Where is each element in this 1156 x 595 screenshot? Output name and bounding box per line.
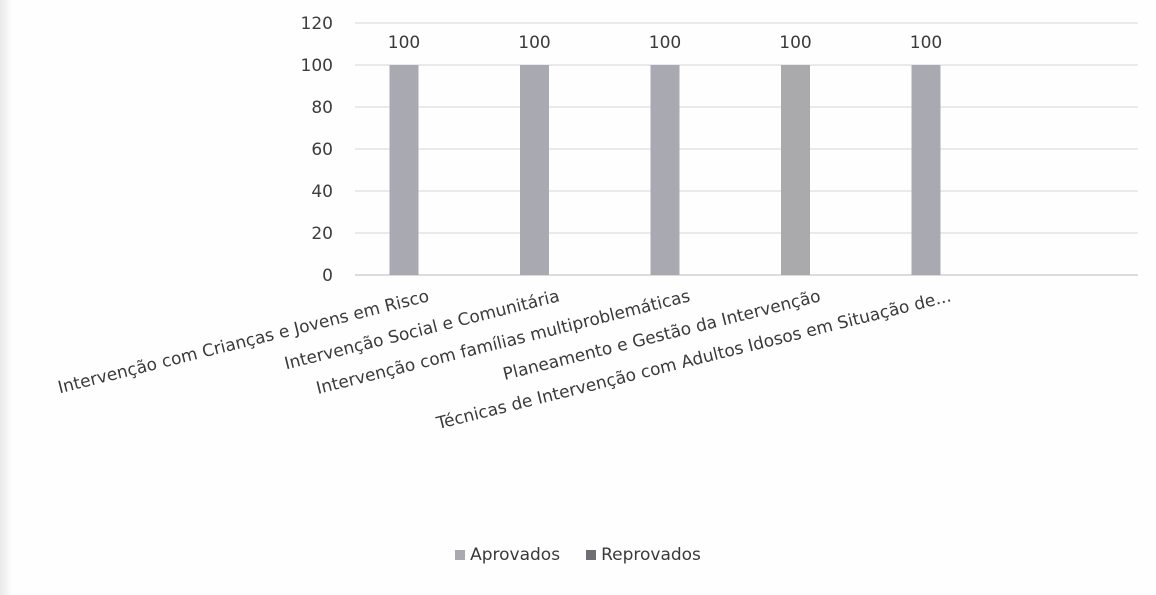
legend-label-reprovados: Reprovados — [601, 545, 701, 565]
scan-edge-shadow — [0, 0, 12, 595]
y-tick-label: 60 — [311, 140, 333, 160]
bar-aprovados — [911, 65, 941, 275]
data-label: 100 — [388, 33, 420, 53]
data-label: 100 — [779, 33, 811, 53]
legend-swatch-aprovados — [455, 550, 466, 560]
y-tick-label: 20 — [311, 224, 333, 244]
legend-item-reprovados: Reprovados — [586, 545, 701, 565]
data-labels: 100 100 100 100 100 — [388, 33, 942, 53]
y-tick-label: 0 — [322, 266, 333, 286]
y-tick-label: 100 — [301, 56, 333, 76]
y-tick-label: 120 — [301, 14, 333, 34]
bar-aprovados — [389, 65, 419, 275]
data-label: 100 — [649, 33, 681, 53]
data-label: 100 — [910, 33, 942, 53]
legend-item-aprovados: Aprovados — [455, 545, 560, 565]
bar-aprovados — [650, 65, 680, 275]
bars — [389, 65, 941, 275]
bar-aprovados — [781, 65, 810, 275]
data-label: 100 — [518, 33, 550, 53]
x-axis-category-labels: Intervenção com Crianças e Jovens em Ris… — [56, 286, 953, 434]
legend-label-aprovados: Aprovados — [470, 545, 561, 565]
legend: Aprovados Reprovados — [0, 545, 1156, 565]
y-tick-label: 40 — [311, 182, 333, 202]
y-axis-ticks: 0 20 40 60 80 100 120 — [301, 14, 333, 286]
bar-aprovados — [520, 65, 549, 275]
y-tick-label: 80 — [311, 98, 333, 118]
gridlines — [355, 22, 1138, 276]
legend-swatch-reprovados — [586, 550, 597, 560]
